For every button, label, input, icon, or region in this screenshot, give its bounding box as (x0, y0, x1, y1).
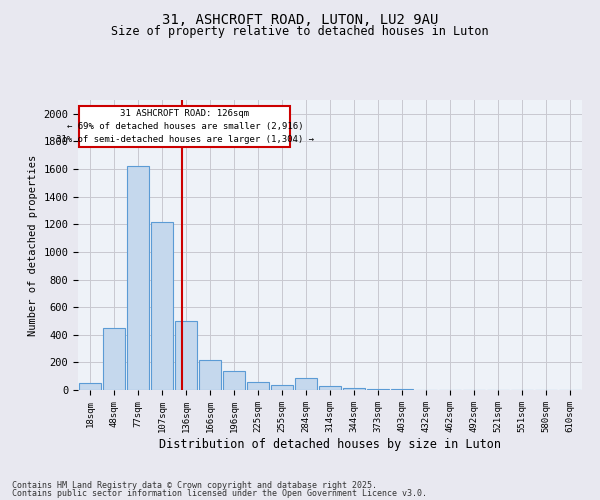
Text: 31 ASHCROFT ROAD: 126sqm
← 69% of detached houses are smaller (2,916)
31% of sem: 31 ASHCROFT ROAD: 126sqm ← 69% of detach… (56, 109, 314, 144)
Bar (319, 386, 341, 390)
Bar (343, 388, 365, 390)
Text: 31, ASHCROFT ROAD, LUTON, LU2 9AU: 31, ASHCROFT ROAD, LUTON, LU2 9AU (162, 12, 438, 26)
Bar (199, 360, 221, 390)
Text: Contains public sector information licensed under the Open Government Licence v3: Contains public sector information licen… (12, 489, 427, 498)
Y-axis label: Number of detached properties: Number of detached properties (28, 154, 38, 336)
Bar (151, 222, 173, 390)
Text: Size of property relative to detached houses in Luton: Size of property relative to detached ho… (111, 25, 489, 38)
Bar (79, 383, 101, 390)
FancyBboxPatch shape (79, 106, 290, 147)
Bar (175, 321, 197, 390)
Bar (367, 388, 389, 390)
Bar (295, 378, 317, 390)
Bar (391, 389, 413, 390)
Bar (103, 328, 125, 390)
Text: Contains HM Land Registry data © Crown copyright and database right 2025.: Contains HM Land Registry data © Crown c… (12, 481, 377, 490)
Bar (271, 385, 293, 390)
Bar (223, 370, 245, 390)
Bar (127, 166, 149, 390)
Bar (247, 382, 269, 390)
X-axis label: Distribution of detached houses by size in Luton: Distribution of detached houses by size … (159, 438, 501, 450)
